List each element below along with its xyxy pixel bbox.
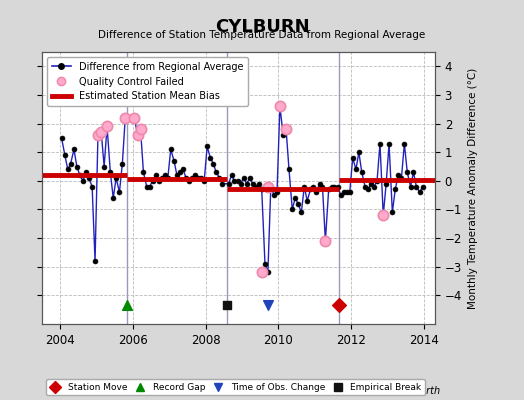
Point xyxy=(264,302,272,308)
Point xyxy=(136,126,145,132)
Point xyxy=(130,115,138,121)
Point xyxy=(276,103,284,110)
Point xyxy=(223,302,231,308)
Legend: Difference from Regional Average, Quality Control Failed, Estimated Station Mean: Difference from Regional Average, Qualit… xyxy=(47,57,248,106)
Point xyxy=(134,132,142,138)
Point xyxy=(379,212,387,218)
Point xyxy=(103,123,111,130)
Text: CYLBURN: CYLBURN xyxy=(215,18,309,36)
Text: Berkeley Earth: Berkeley Earth xyxy=(368,386,440,396)
Point xyxy=(321,238,330,244)
Point xyxy=(282,126,290,132)
Point xyxy=(121,115,129,121)
Point xyxy=(94,132,102,138)
Point xyxy=(264,183,272,190)
Y-axis label: Monthly Temperature Anomaly Difference (°C): Monthly Temperature Anomaly Difference (… xyxy=(467,67,477,309)
Point xyxy=(97,129,105,135)
Point xyxy=(257,269,266,276)
Legend: Station Move, Record Gap, Time of Obs. Change, Empirical Break: Station Move, Record Gap, Time of Obs. C… xyxy=(47,379,425,396)
Point xyxy=(335,302,343,308)
Point xyxy=(123,302,131,308)
Text: Difference of Station Temperature Data from Regional Average: Difference of Station Temperature Data f… xyxy=(99,30,425,40)
